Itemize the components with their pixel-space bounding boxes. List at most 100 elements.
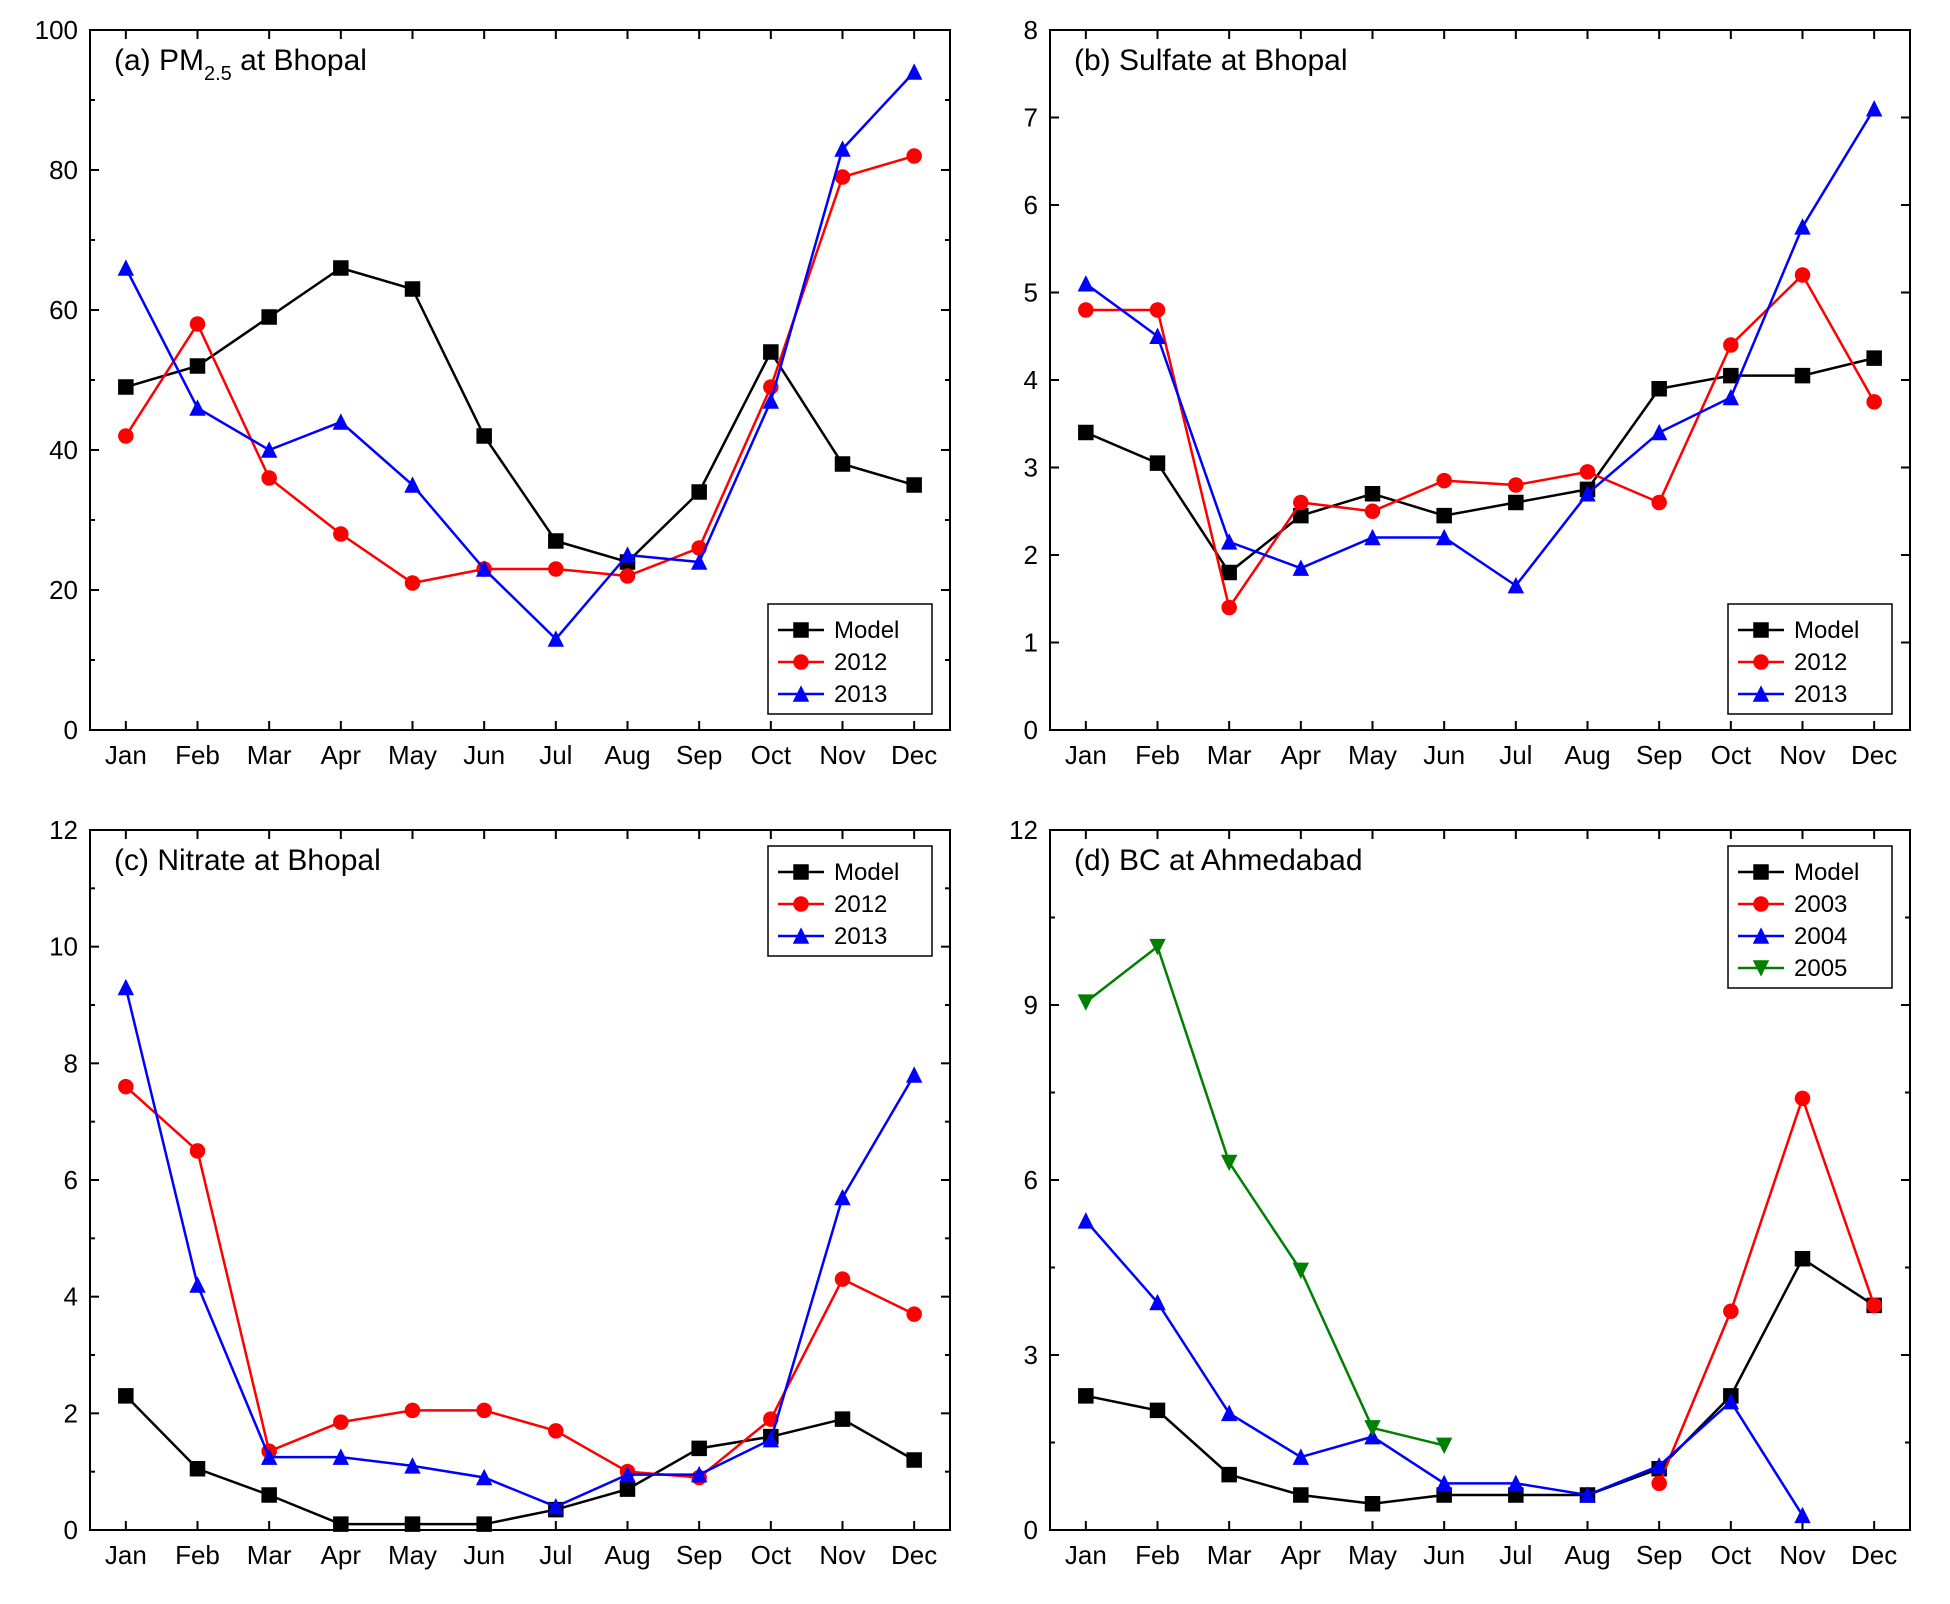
panel-title: (c) Nitrate at Bhopal	[114, 844, 381, 877]
marker-circle	[1724, 1304, 1738, 1318]
marker-square	[794, 865, 808, 879]
ytick-label: 12	[49, 815, 78, 845]
marker-circle	[1366, 504, 1380, 518]
marker-square	[1079, 1389, 1093, 1403]
ytick-label: 12	[1009, 815, 1038, 845]
marker-circle	[1867, 1298, 1881, 1312]
marker-square	[1437, 509, 1451, 523]
ytick-label: 60	[49, 295, 78, 325]
marker-circle	[1437, 474, 1451, 488]
ytick-label: 4	[1024, 365, 1038, 395]
marker-square	[692, 485, 706, 499]
marker-circle	[191, 317, 205, 331]
marker-square	[1151, 1403, 1165, 1417]
legend-label: 2005	[1794, 955, 1847, 982]
marker-square	[836, 457, 850, 471]
series-line-2004	[1086, 1221, 1803, 1516]
marker-triangle-down	[1294, 1263, 1308, 1277]
marker-circle	[907, 1307, 921, 1321]
legend-label: Model	[1794, 617, 1859, 644]
marker-circle	[1294, 496, 1308, 510]
xtick-label: Apr	[1281, 740, 1322, 770]
xtick-label: Sep	[1636, 740, 1682, 770]
xtick-label: Jul	[1499, 740, 1532, 770]
marker-triangle-up	[1079, 277, 1093, 291]
marker-square	[836, 1412, 850, 1426]
series-line-Model	[126, 1396, 914, 1524]
marker-square	[191, 359, 205, 373]
ytick-label: 5	[1024, 278, 1038, 308]
xtick-label: Jul	[1499, 1540, 1532, 1570]
marker-circle	[549, 1424, 563, 1438]
marker-circle	[1796, 268, 1810, 282]
xtick-label: Jan	[1065, 740, 1107, 770]
marker-triangle-down	[1222, 1156, 1236, 1170]
xtick-label: May	[1348, 740, 1397, 770]
xtick-label: Apr	[321, 1540, 362, 1570]
xtick-label: Dec	[891, 1540, 937, 1570]
marker-square	[477, 1517, 491, 1531]
legend-label: 2013	[834, 681, 887, 708]
marker-square	[1222, 566, 1236, 580]
marker-circle	[1754, 897, 1768, 911]
marker-circle	[621, 569, 635, 583]
marker-circle	[836, 170, 850, 184]
ytick-label: 8	[64, 1048, 78, 1078]
marker-circle	[1079, 303, 1093, 317]
xtick-label: Oct	[751, 740, 792, 770]
marker-circle	[1867, 395, 1881, 409]
marker-circle	[794, 655, 808, 669]
series-line-2005	[1086, 947, 1444, 1446]
marker-triangle-up	[191, 1278, 205, 1292]
ytick-label: 20	[49, 575, 78, 605]
series-line-2013	[1086, 109, 1874, 586]
marker-triangle-up	[1294, 1450, 1308, 1464]
xtick-label: Mar	[1207, 1540, 1252, 1570]
series-line-2003	[1659, 1098, 1874, 1483]
xtick-label: Apr	[1281, 1540, 1322, 1570]
xtick-label: Jun	[463, 740, 505, 770]
marker-triangle-down	[1079, 995, 1093, 1009]
marker-square	[1796, 369, 1810, 383]
marker-triangle-up	[907, 65, 921, 79]
marker-triangle-up	[1079, 1214, 1093, 1228]
marker-triangle-up	[1724, 391, 1738, 405]
xtick-label: Aug	[1564, 1540, 1610, 1570]
xtick-label: Jan	[1065, 1540, 1107, 1570]
legend-label: 2012	[834, 649, 887, 676]
figure-svg: JanFebMarAprMayJunJulAugSepOctNovDec0204…	[0, 0, 1950, 1599]
legend-label: 2012	[834, 891, 887, 918]
xtick-label: Oct	[1711, 740, 1752, 770]
legend-label: 2003	[1794, 891, 1847, 918]
ytick-label: 40	[49, 435, 78, 465]
marker-square	[621, 1482, 635, 1496]
marker-circle	[1151, 303, 1165, 317]
marker-square	[1754, 865, 1768, 879]
marker-square	[477, 429, 491, 443]
ytick-label: 2	[1024, 540, 1038, 570]
marker-square	[794, 623, 808, 637]
ytick-label: 3	[1024, 453, 1038, 483]
panel-d: JanFebMarAprMayJunJulAugSepOctNovDec0369…	[1009, 815, 1910, 1570]
panel-c: JanFebMarAprMayJunJulAugSepOctNovDec0246…	[49, 815, 950, 1570]
marker-circle	[1222, 601, 1236, 615]
marker-square	[119, 1389, 133, 1403]
xtick-label: Dec	[891, 740, 937, 770]
ytick-label: 3	[1024, 1340, 1038, 1370]
marker-circle	[1754, 655, 1768, 669]
marker-triangle-up	[1652, 426, 1666, 440]
marker-square	[1652, 382, 1666, 396]
series-line-2013	[126, 72, 914, 639]
marker-circle	[549, 562, 563, 576]
xtick-label: Jun	[1423, 740, 1465, 770]
marker-triangle-up	[334, 415, 348, 429]
marker-square	[1724, 369, 1738, 383]
marker-square	[692, 1441, 706, 1455]
marker-circle	[119, 429, 133, 443]
xtick-label: Feb	[1135, 740, 1180, 770]
ytick-label: 0	[64, 1515, 78, 1545]
xtick-label: Aug	[1564, 740, 1610, 770]
marker-triangle-up	[262, 443, 276, 457]
figure-root: JanFebMarAprMayJunJulAugSepOctNovDec0204…	[0, 0, 1950, 1599]
ytick-label: 6	[64, 1165, 78, 1195]
